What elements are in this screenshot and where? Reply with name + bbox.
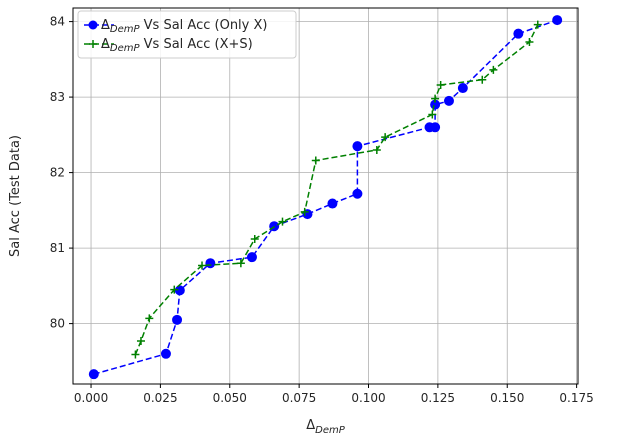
- data-point-circle: [352, 141, 363, 152]
- legend-entry-only-x: ΔDemP Vs Sal Acc (Only X): [84, 18, 267, 35]
- legend-marker-circle: [88, 20, 98, 30]
- legend-label-only-x-rest: Vs Sal Acc (Only X): [140, 18, 268, 33]
- data-point-plus: [428, 110, 437, 119]
- series-x-plus-s: [131, 20, 542, 359]
- data-point-circle: [513, 28, 524, 39]
- y-tick-label: 81: [50, 241, 65, 255]
- x-tick-label: 0.025: [143, 391, 177, 405]
- x-tick-label: 0.125: [421, 391, 455, 405]
- plot-frame: [72, 7, 579, 385]
- data-point-plus: [250, 235, 259, 244]
- x-axis-label-main: Δ: [306, 418, 315, 433]
- data-point-plus: [136, 336, 145, 345]
- legend-marker-plus: [89, 40, 97, 48]
- data-point-plus: [489, 65, 498, 74]
- data-point-circle: [246, 252, 257, 263]
- data-point-circle: [443, 95, 454, 106]
- data-point-circle: [174, 285, 185, 296]
- y-axis-label: Sal Acc (Test Data): [8, 135, 23, 257]
- series-layer: [88, 15, 563, 380]
- data-point-circle: [327, 198, 338, 209]
- y-tick-label: 80: [50, 317, 65, 331]
- x-axis-ticks: 0.000 0.025 0.050 0.075 0.100 0.125 0.150 0.175: [74, 384, 594, 405]
- data-point-plus: [533, 20, 542, 29]
- data-point-plus: [145, 314, 154, 323]
- data-point-plus: [236, 259, 245, 268]
- legend-label-x-plus-s-subscript: DemP: [110, 43, 141, 54]
- x-tick-label: 0.100: [351, 391, 385, 405]
- y-tick-label: 82: [50, 166, 65, 180]
- data-point-plus: [198, 261, 207, 270]
- y-tick-label: 83: [50, 90, 65, 104]
- data-point-circle: [352, 188, 363, 199]
- y-axis-ticks: 80 81 82 83 84: [50, 15, 73, 331]
- data-point-circle: [88, 369, 99, 380]
- x-tick-label: 0.000: [74, 391, 108, 405]
- series-only-x: [88, 15, 563, 380]
- data-point-plus: [311, 156, 320, 165]
- data-point-plus: [300, 207, 309, 216]
- data-point-plus: [381, 133, 390, 142]
- data-point-plus: [525, 37, 534, 46]
- data-point-plus: [170, 285, 179, 294]
- data-point-circle: [160, 348, 171, 359]
- data-point-circle: [172, 314, 183, 325]
- data-point-plus: [131, 350, 140, 359]
- data-point-plus: [478, 75, 487, 84]
- legend-label-only-x-subscript: DemP: [110, 24, 141, 35]
- data-point-circle: [457, 83, 468, 94]
- data-point-plus: [431, 94, 440, 103]
- legend: ΔDemP Vs Sal Acc (Only X) ΔDemP Vs Sal A…: [77, 10, 297, 59]
- legend-label-x-plus-s-main: Δ: [101, 37, 110, 52]
- legend-label-x-plus-s-rest: Vs Sal Acc (X+S): [140, 37, 253, 52]
- x-tick-label: 0.150: [490, 391, 524, 405]
- legend-entry-x-plus-s: ΔDemP Vs Sal Acc (X+S): [84, 37, 253, 54]
- legend-label-only-x-main: Δ: [101, 18, 110, 33]
- x-axis-label-subscript: DemP: [315, 425, 346, 436]
- y-tick-label: 84: [50, 15, 65, 29]
- x-tick-label: 0.075: [282, 391, 316, 405]
- x-axis-label: ΔDemP: [306, 418, 346, 436]
- data-point-circle: [205, 258, 216, 269]
- data-point-plus: [278, 217, 287, 226]
- x-tick-label: 0.050: [213, 391, 247, 405]
- data-point-plus: [372, 145, 381, 154]
- legend-label-x-plus-s: ΔDemP Vs Sal Acc (X+S): [101, 37, 253, 54]
- x-tick-label: 0.175: [559, 391, 593, 405]
- data-point-plus: [436, 81, 445, 90]
- grid: [73, 8, 578, 384]
- legend-label-only-x: ΔDemP Vs Sal Acc (Only X): [101, 18, 267, 35]
- legend-box: [77, 10, 297, 59]
- data-point-circle: [552, 15, 563, 26]
- data-point-circle: [430, 122, 441, 133]
